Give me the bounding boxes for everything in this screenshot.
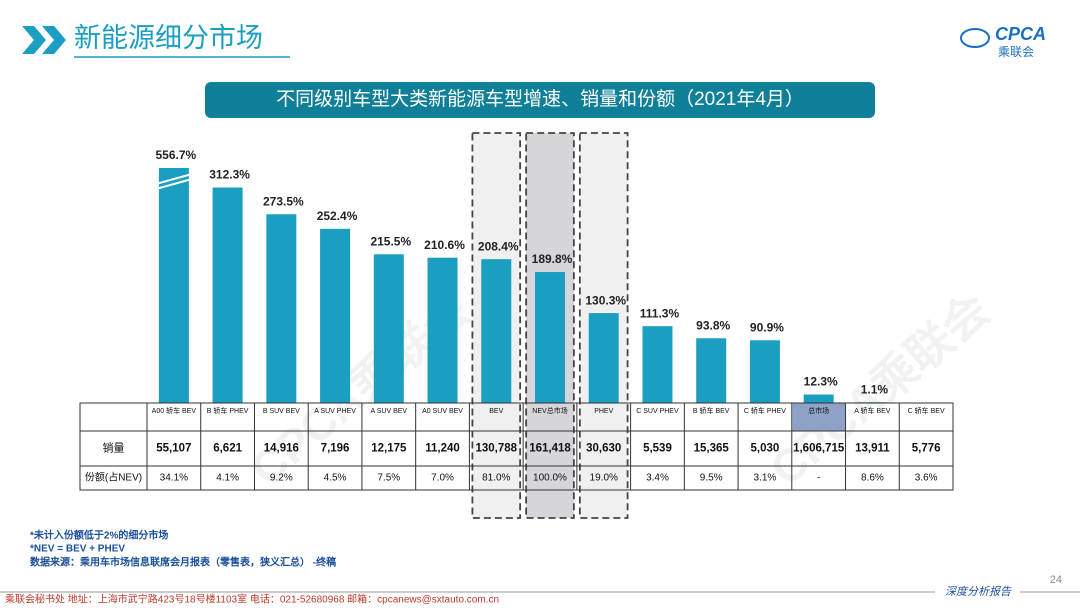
table-cell: 1,606,715 bbox=[793, 443, 845, 455]
footer-report: 深度分析报告 bbox=[945, 585, 1012, 598]
data-label: 93.8% bbox=[696, 318, 730, 332]
table-cell: 12,175 bbox=[371, 443, 407, 455]
bar bbox=[481, 259, 512, 403]
data-label: 273.5% bbox=[263, 194, 304, 208]
bar bbox=[427, 257, 458, 403]
table-cell: 9.5% bbox=[700, 473, 723, 484]
category-label: A SUV BEV bbox=[371, 408, 408, 415]
category-label: C SUV PHEV bbox=[636, 408, 679, 415]
data-label: 556.7% bbox=[156, 148, 197, 162]
data-label: 111.3% bbox=[640, 306, 680, 320]
data-label: 208.4% bbox=[478, 239, 519, 253]
table-cell: 3.1% bbox=[754, 473, 777, 484]
table-cell: 81.0% bbox=[482, 473, 510, 484]
table-cell: 14,916 bbox=[264, 443, 299, 455]
table-cell: 8.6% bbox=[861, 473, 884, 484]
logo-text: CPCA bbox=[995, 24, 1046, 44]
row-label: 销量 bbox=[103, 440, 125, 454]
bar bbox=[642, 326, 673, 403]
table-cell: 3.4% bbox=[646, 473, 669, 484]
category-label: A 轿车 BEV bbox=[854, 406, 891, 415]
table-cell: 3.6% bbox=[915, 473, 938, 484]
chart-title: 不同级别车型大类新能源车型增速、销量和份额（2021年4月） bbox=[276, 88, 804, 110]
note: 数据来源：乘用车市场信息联席会月报表（零售表，狭义汇总） -终稿 bbox=[30, 556, 336, 569]
category-label: B 轿车 BEV bbox=[693, 406, 730, 415]
category-label: C 轿车 BEV bbox=[908, 406, 945, 415]
axis-break bbox=[155, 178, 193, 190]
page-title: 新能源细分市场 bbox=[74, 23, 263, 53]
data-label: 210.6% bbox=[424, 238, 465, 252]
bar bbox=[588, 313, 619, 403]
bar bbox=[212, 187, 243, 403]
chart-title-banner bbox=[205, 82, 875, 118]
category-label: A SUV PHEV bbox=[314, 408, 356, 415]
logo-sub: 乘联会 bbox=[998, 45, 1034, 59]
data-label: 189.8% bbox=[532, 252, 573, 266]
table-cell: 4.5% bbox=[324, 473, 347, 484]
bar bbox=[320, 228, 351, 403]
category-label: PHEV bbox=[594, 408, 613, 415]
note: *未计入份额低于2%的细分市场 bbox=[30, 529, 168, 542]
table-cell: 30,630 bbox=[586, 443, 621, 455]
row-label: 份额(占NEV) bbox=[85, 471, 142, 484]
bars bbox=[158, 168, 888, 403]
category-label: A00 轿车 BEV bbox=[152, 406, 197, 415]
data-label: 252.4% bbox=[317, 209, 358, 223]
data-label: 215.5% bbox=[370, 234, 411, 248]
table-cell: 19.0% bbox=[590, 473, 618, 484]
table-cell: 5,539 bbox=[643, 443, 672, 455]
axis-break bbox=[155, 173, 193, 185]
table-cell: 55,107 bbox=[156, 443, 191, 455]
category-label: NEV总市场 bbox=[532, 406, 567, 415]
bar bbox=[373, 254, 404, 403]
category-label: C 轿车 PHEV bbox=[744, 406, 786, 415]
bar bbox=[266, 214, 297, 403]
category-label: BEV bbox=[489, 408, 503, 415]
data-label: 90.9% bbox=[750, 320, 784, 334]
table-cell: - bbox=[817, 473, 820, 484]
header-highlight bbox=[792, 403, 846, 431]
table-cell: 5,030 bbox=[751, 443, 780, 455]
bar bbox=[749, 340, 780, 403]
table-cell: 7.0% bbox=[431, 473, 454, 484]
table-cell: 7,196 bbox=[321, 443, 350, 455]
table-cell: 11,240 bbox=[425, 443, 460, 455]
note: *NEV = BEV + PHEV bbox=[30, 544, 125, 555]
table-cell: 9.2% bbox=[270, 473, 293, 484]
table-cell: 15,365 bbox=[694, 443, 730, 455]
table-cell: 130,788 bbox=[475, 443, 517, 455]
category-label: A0 SUV BEV bbox=[422, 408, 463, 415]
footer-contact: 乘联会秘书处 地址：上海市武宁路423号18号楼1103室 电话：021-526… bbox=[5, 593, 499, 606]
table-cell: 7.5% bbox=[377, 473, 400, 484]
table-cell: 34.1% bbox=[160, 473, 188, 484]
bar bbox=[535, 272, 565, 403]
logo-mark bbox=[960, 28, 990, 48]
highlight-box bbox=[525, 132, 575, 519]
data-label: 312.3% bbox=[209, 168, 250, 182]
page-number: 24 bbox=[1050, 574, 1062, 586]
category-label: B SUV BEV bbox=[263, 408, 300, 415]
data-label: 130.3% bbox=[585, 293, 626, 307]
table-cell: 5,776 bbox=[912, 443, 941, 455]
bar bbox=[803, 394, 834, 403]
header-chevrons bbox=[22, 26, 66, 54]
bar bbox=[696, 338, 727, 403]
table-cell: 13,911 bbox=[855, 443, 890, 455]
data-label: 12.3% bbox=[804, 375, 838, 389]
category-label: B 轿车 PHEV bbox=[207, 406, 249, 415]
data-label: 1.1% bbox=[861, 382, 889, 396]
table-cell: 161,418 bbox=[529, 443, 571, 455]
table-cell: 4.1% bbox=[216, 473, 239, 484]
bar bbox=[158, 168, 189, 403]
table-cell: 6,621 bbox=[213, 443, 242, 455]
category-label: 总市场 bbox=[808, 406, 829, 415]
table-cell: 100.0% bbox=[533, 473, 567, 484]
